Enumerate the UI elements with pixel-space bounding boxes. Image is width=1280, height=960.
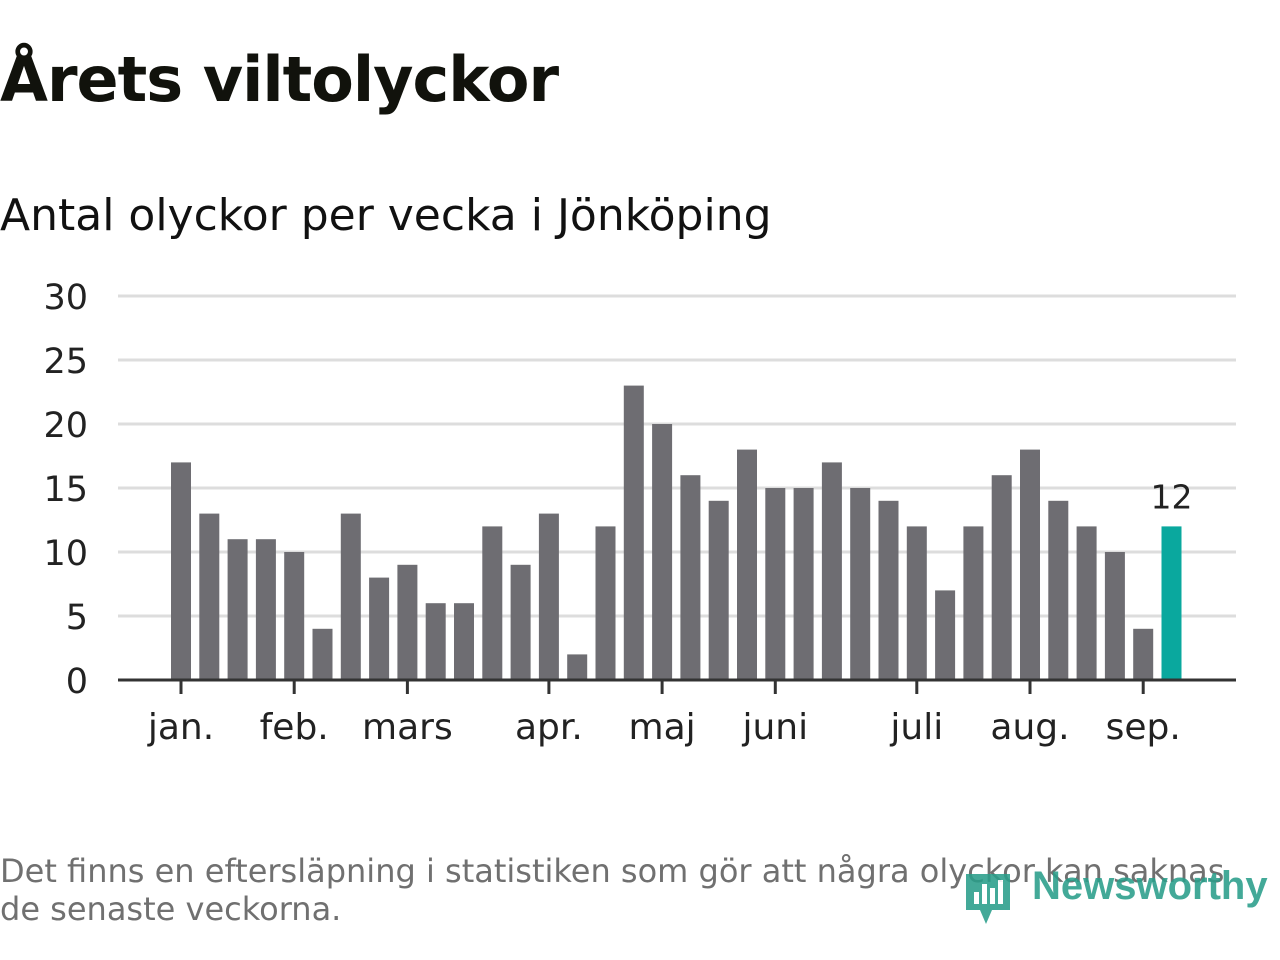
chart-title: Årets viltolyckor xyxy=(0,43,559,116)
y-tick-label: 20 xyxy=(43,406,88,446)
bar xyxy=(765,488,786,680)
y-tick-label: 15 xyxy=(43,470,88,510)
bar xyxy=(680,475,701,680)
bar xyxy=(1133,628,1154,680)
y-tick-label: 5 xyxy=(66,598,88,638)
bar-highlight xyxy=(1161,526,1182,680)
bar xyxy=(793,488,814,680)
y-tick-label: 0 xyxy=(66,662,88,702)
bar xyxy=(538,513,559,680)
footnote: Det finns en eftersläpning i statistiken… xyxy=(0,852,1225,928)
y-tick-label: 25 xyxy=(43,342,88,382)
bar xyxy=(623,385,644,680)
bar xyxy=(708,500,729,680)
chart-subtitle: Antal olyckor per vecka i Jönköping xyxy=(0,190,772,241)
bar xyxy=(878,500,899,680)
bar xyxy=(369,577,390,680)
x-axis-ticks: jan. feb. mars apr. maj juni juli aug. sep. xyxy=(147,680,1181,748)
x-tick-label: feb. xyxy=(260,707,329,748)
y-axis-ticks: 0 5 10 15 20 25 30 xyxy=(43,278,88,702)
bar xyxy=(1076,526,1097,680)
y-tick-label: 30 xyxy=(43,278,88,318)
bar xyxy=(652,424,673,680)
x-tick-label: mars xyxy=(362,707,453,748)
bar xyxy=(821,462,842,680)
bar xyxy=(397,564,418,680)
x-tick-label: sep. xyxy=(1106,707,1181,748)
bar xyxy=(1048,500,1069,680)
bar xyxy=(963,526,984,680)
bar xyxy=(935,590,956,680)
bar xyxy=(850,488,871,680)
bar xyxy=(482,526,503,680)
bar-chart: 0 5 10 15 20 25 30 jan. feb. mars apr. maj juni juli… xyxy=(43,278,1236,748)
bar xyxy=(454,603,474,680)
bar xyxy=(510,564,531,680)
bar xyxy=(340,513,361,680)
x-tick-label: maj xyxy=(629,707,696,748)
bar xyxy=(425,603,446,680)
bar xyxy=(312,628,333,680)
x-tick-label: apr. xyxy=(515,707,583,748)
x-tick-label: juni xyxy=(741,707,808,748)
brand-name: Newsworthy xyxy=(1032,864,1268,908)
bar xyxy=(227,539,248,680)
bar xyxy=(1104,552,1125,680)
data-labels: 12 xyxy=(1151,477,1193,516)
x-tick-label: aug. xyxy=(990,707,1069,748)
y-tick-label: 10 xyxy=(43,534,88,574)
bar xyxy=(906,526,927,680)
bar xyxy=(991,475,1012,680)
newsworthy-logo-icon xyxy=(966,874,1010,924)
bar xyxy=(567,654,588,680)
x-tick-label: jan. xyxy=(147,707,214,748)
bar xyxy=(199,513,220,680)
brand-logo: Newsworthy xyxy=(962,860,1280,930)
highlight-value-label: 12 xyxy=(1151,477,1193,516)
bar xyxy=(284,552,305,680)
bar xyxy=(255,539,276,680)
bar xyxy=(595,526,616,680)
x-tick-label: juli xyxy=(889,707,943,748)
bars xyxy=(171,385,1182,680)
bar xyxy=(171,462,191,680)
bar xyxy=(1020,449,1040,680)
bar xyxy=(737,449,757,680)
